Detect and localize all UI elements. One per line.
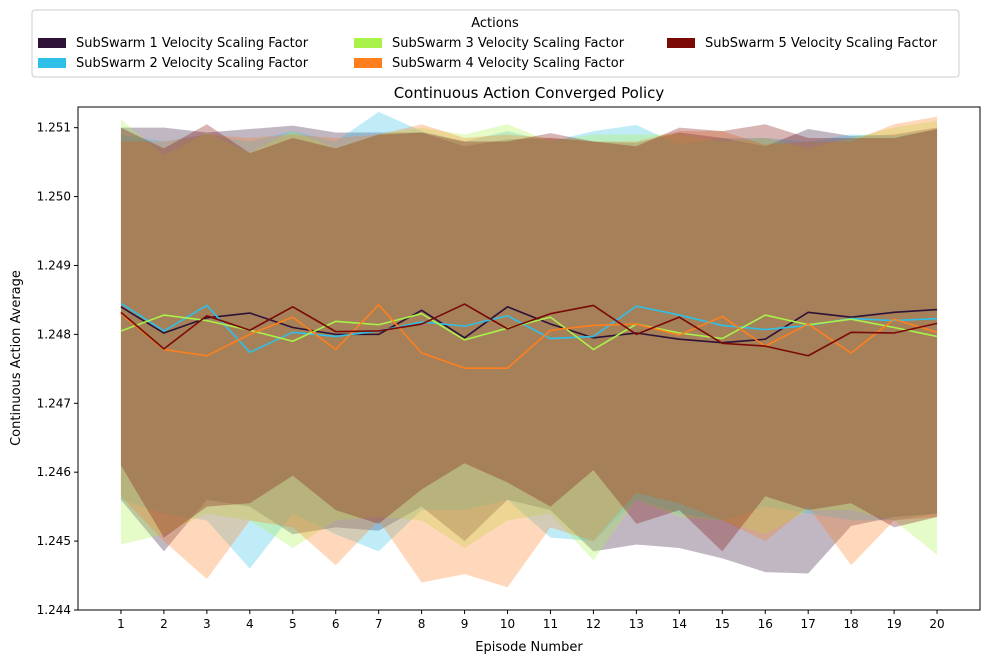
x-tick-label: 12: [586, 617, 601, 631]
x-tick-label: 16: [758, 617, 773, 631]
legend: Actions SubSwarm 1 Velocity Scaling Fact…: [31, 9, 960, 78]
series-2-band: [120, 111, 938, 569]
x-tick-label: 19: [886, 617, 901, 631]
x-tick-label: 7: [375, 617, 383, 631]
chart-title: Continuous Action Converged Policy: [394, 84, 665, 102]
legend-swatch: [667, 38, 695, 48]
x-tick-label: 5: [289, 617, 297, 631]
series-4-band: [120, 116, 938, 588]
y-axis-label: Continuous Action Average: [9, 270, 24, 446]
x-tick-label: 17: [801, 617, 816, 631]
x-tick-label: 4: [246, 617, 254, 631]
x-axis-label: Episode Number: [475, 640, 583, 655]
series-1-line: [120, 306, 938, 344]
series-3-band: [120, 119, 938, 561]
x-tick-label: 18: [844, 617, 859, 631]
legend-item-4: SubSwarm 4 Velocity Scaling Factor: [354, 56, 625, 71]
legend-item-2: SubSwarm 2 Velocity Scaling Factor: [38, 56, 309, 71]
x-tick-label: 1: [117, 617, 125, 631]
y-tick-label: 1.247: [37, 396, 71, 410]
legend-swatch: [354, 38, 382, 48]
legend-item-5: SubSwarm 5 Velocity Scaling Factor: [667, 36, 938, 51]
legend-label: SubSwarm 4 Velocity Scaling Factor: [392, 56, 625, 71]
legend-label: SubSwarm 3 Velocity Scaling Factor: [392, 36, 625, 51]
x-tick-label: 10: [500, 617, 515, 631]
series-4-line: [120, 303, 938, 369]
x-tick-label: 2: [160, 617, 168, 631]
x-tick-label: 14: [672, 617, 687, 631]
y-tick-label: 1.251: [37, 121, 71, 135]
plot-area: [77, 106, 981, 611]
y-tick-label: 1.250: [37, 190, 71, 204]
legend-title: Actions: [471, 16, 519, 31]
x-tick-label: 3: [203, 617, 211, 631]
legend-swatch: [38, 58, 66, 68]
y-tick-label: 1.249: [37, 258, 71, 272]
y-tick-label: 1.246: [37, 465, 71, 479]
plot-frame: [77, 106, 981, 611]
legend-item-1: SubSwarm 1 Velocity Scaling Factor: [38, 36, 309, 51]
line-layer: [120, 302, 938, 369]
legend-swatch: [354, 58, 382, 68]
legend-label: SubSwarm 1 Velocity Scaling Factor: [76, 36, 309, 51]
y-tick-label: 1.244: [37, 603, 71, 617]
x-tick-label: 9: [461, 617, 469, 631]
y-axis: 1.244 1.245 1.246 1.247 1.248 1.249 1.250 1.251: [37, 121, 78, 617]
x-axis: 1 2 3 4 5 6 7 8 9 10 11 12 13 14 15 16 17 18 19 20: [117, 610, 945, 631]
x-tick-label: 6: [332, 617, 340, 631]
x-tick-label: 8: [418, 617, 426, 631]
y-tick-label: 1.245: [37, 534, 71, 548]
series-2-line: [120, 302, 938, 354]
x-tick-label: 15: [715, 617, 730, 631]
x-tick-label: 11: [543, 617, 558, 631]
legend-label: SubSwarm 2 Velocity Scaling Factor: [76, 56, 309, 71]
legend-label: SubSwarm 5 Velocity Scaling Factor: [705, 36, 938, 51]
legend-item-3: SubSwarm 3 Velocity Scaling Factor: [354, 36, 625, 51]
legend-swatch: [38, 38, 66, 48]
series-5-band: [120, 124, 938, 552]
legend-frame: [31, 9, 960, 78]
series-5-line: [120, 303, 938, 357]
legend-items: SubSwarm 1 Velocity Scaling Factor SubSwa…: [38, 36, 938, 71]
x-tick-label: 13: [629, 617, 644, 631]
x-tick-label: 20: [929, 617, 944, 631]
y-tick-label: 1.248: [37, 327, 71, 341]
